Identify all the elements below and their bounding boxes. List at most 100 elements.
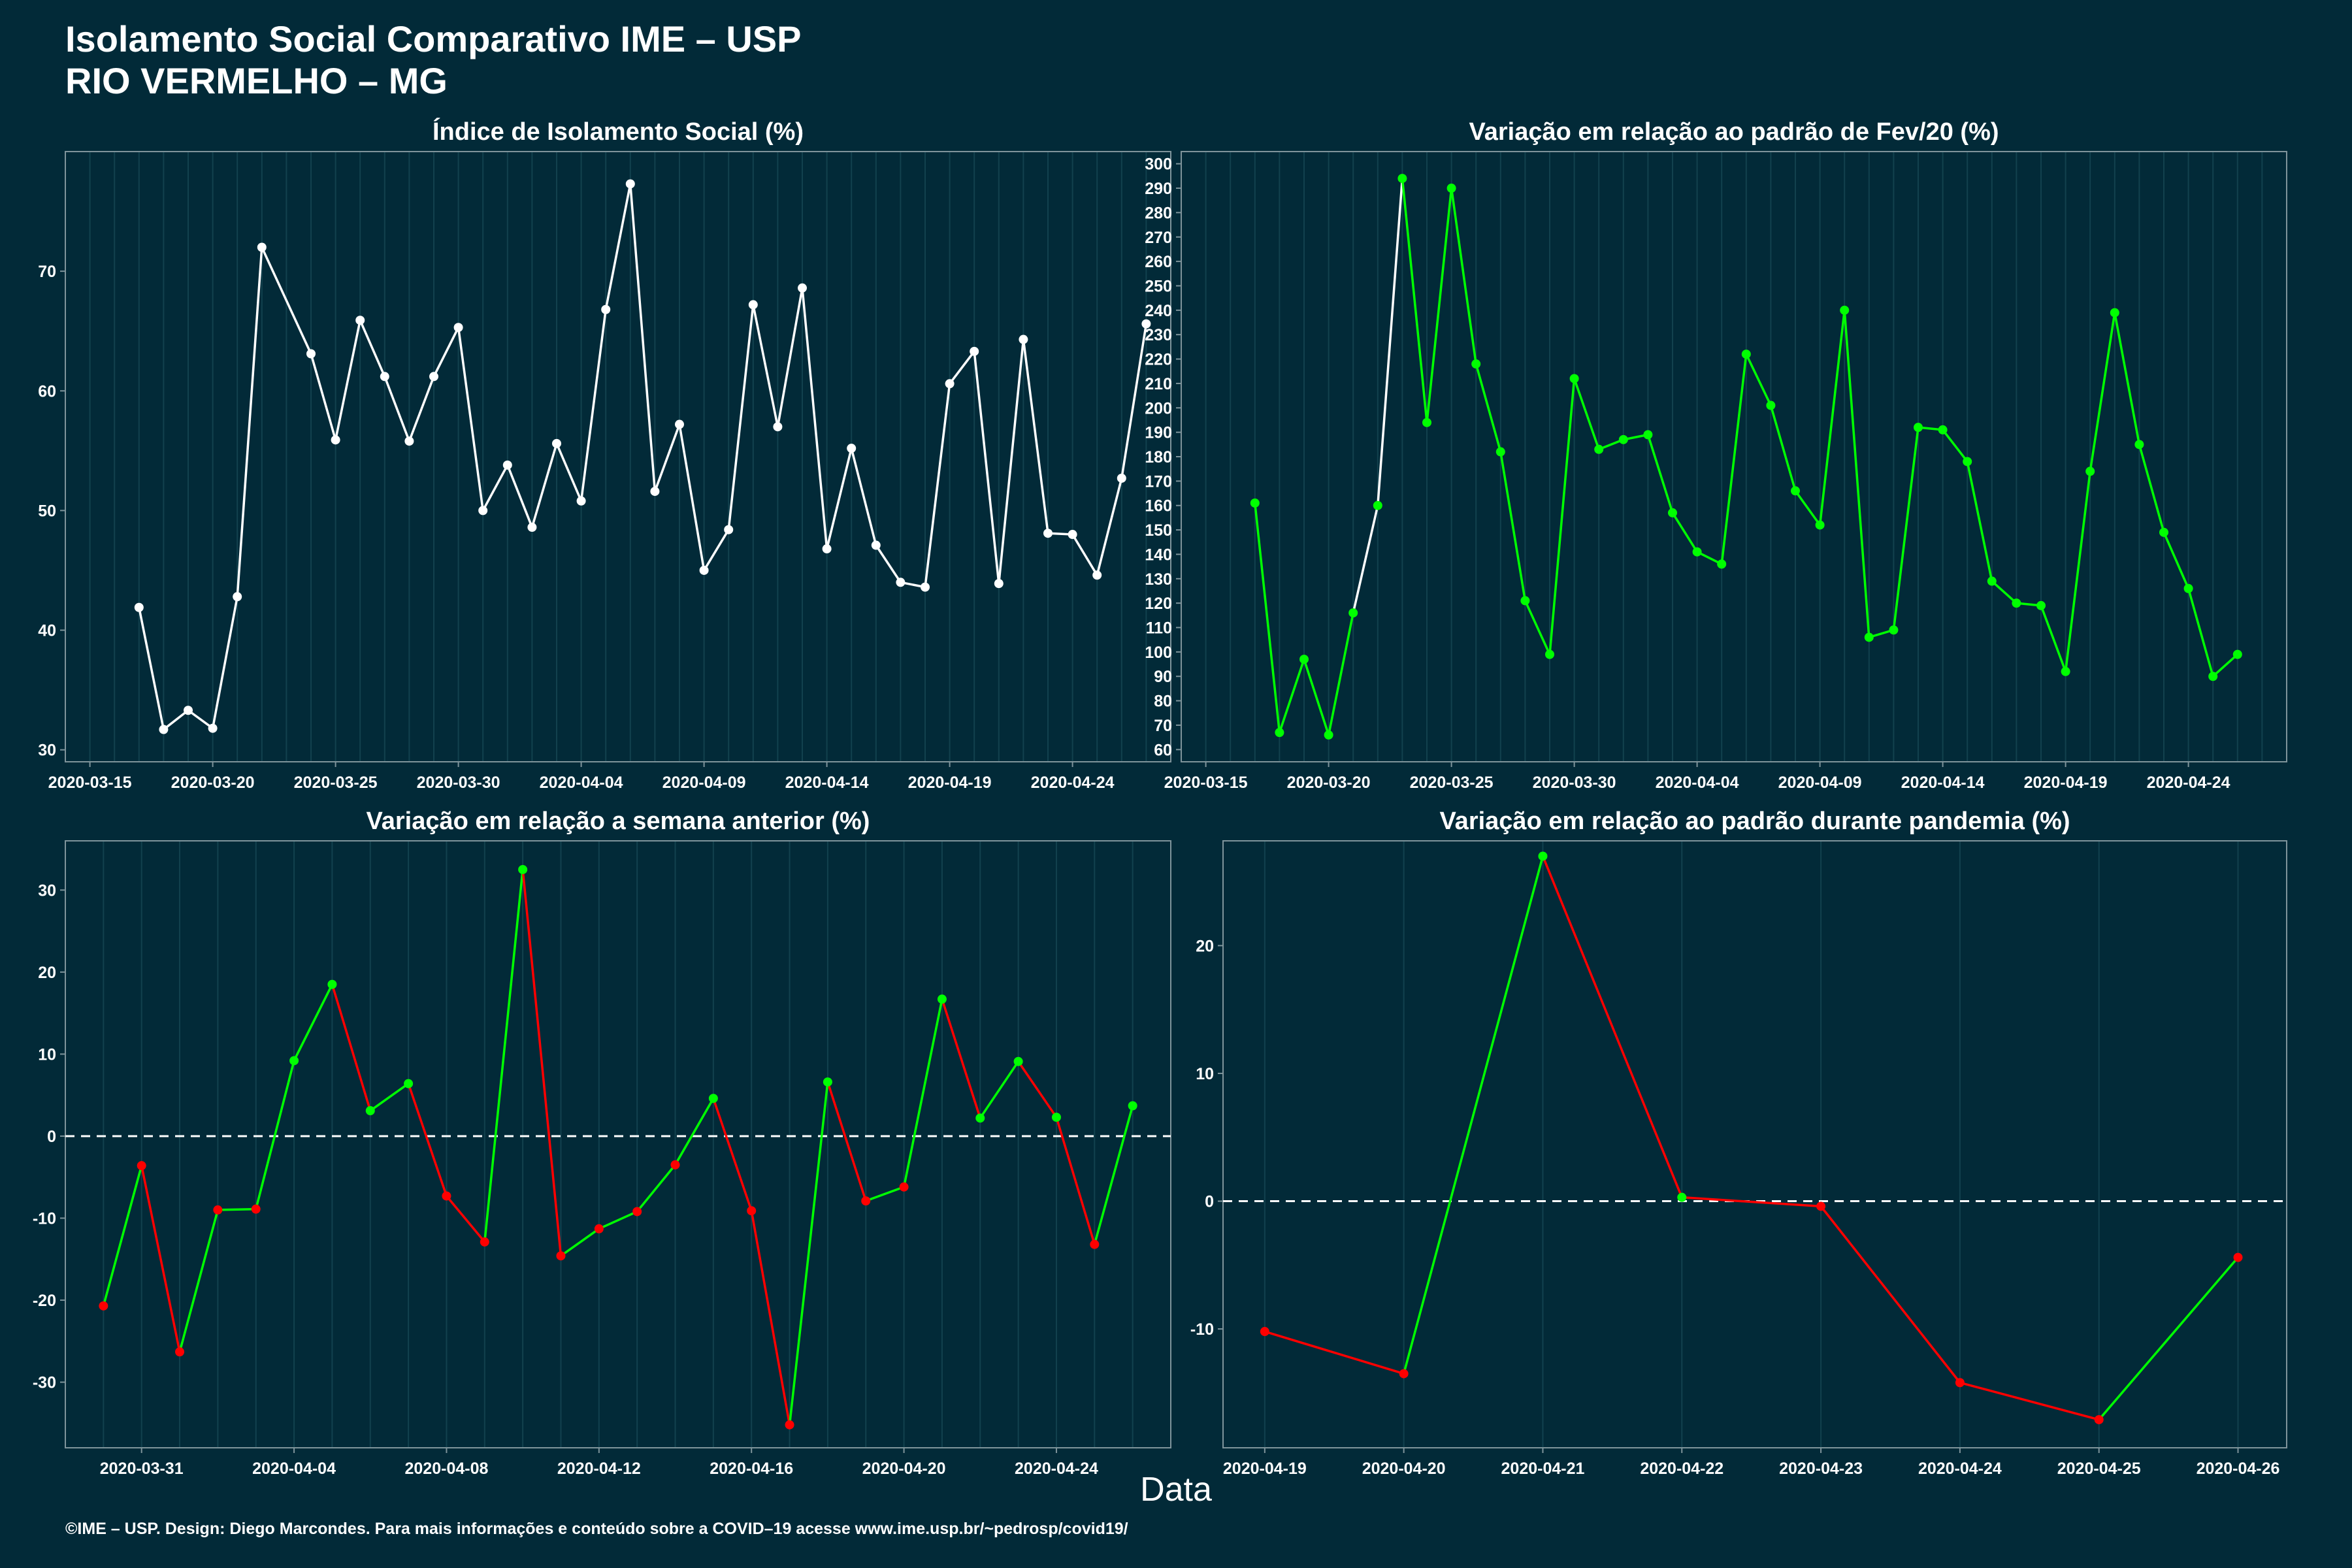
series-segment — [1548, 378, 1576, 655]
data-point — [134, 602, 144, 612]
data-point — [1987, 576, 1997, 586]
y-tick-label: 210 — [1145, 375, 1172, 393]
series-segment — [1278, 659, 1305, 733]
series-segment — [384, 376, 411, 442]
data-point — [331, 435, 340, 445]
data-point — [650, 487, 660, 497]
x-tick-label: 2020-04-04 — [1656, 774, 1739, 792]
panel-title-2: Variação em relação ao padrão de Fev/20 … — [1469, 118, 1999, 146]
series-segment — [1942, 429, 1968, 463]
series-segment — [752, 304, 779, 427]
data-point — [1791, 486, 1800, 496]
series-segment — [801, 287, 828, 549]
y-tick-label: 10 — [38, 1045, 56, 1064]
series-segment — [902, 998, 943, 1188]
data-point — [355, 316, 365, 325]
series-segment — [446, 1195, 486, 1243]
title-line-1: Isolamento Social Comparativo IME – USP — [65, 18, 802, 59]
series-segment — [941, 998, 981, 1119]
data-point — [670, 1160, 680, 1169]
x-tick-label: 2020-03-31 — [100, 1460, 184, 1478]
panel-frame-4 — [1222, 840, 2287, 1448]
data-point — [632, 1207, 642, 1217]
series-segment — [560, 1228, 600, 1257]
data-point — [699, 565, 709, 575]
data-point — [213, 1205, 223, 1215]
series-segment — [2212, 653, 2238, 678]
x-tick-label: 2020-04-14 — [1901, 774, 1985, 792]
data-point — [404, 436, 414, 446]
series-segment — [1377, 178, 1404, 506]
x-tick-label: 2020-04-24 — [1031, 774, 1115, 792]
series-segment — [236, 247, 263, 597]
x-tick-label: 2020-04-22 — [1640, 1460, 1723, 1478]
y-tick-label: 260 — [1145, 253, 1172, 271]
series-segment — [776, 287, 804, 427]
series-segment — [2138, 444, 2165, 533]
data-point — [1348, 608, 1358, 618]
series-segment — [1646, 434, 1674, 514]
series-segment — [629, 184, 657, 492]
data-point — [1677, 1192, 1687, 1202]
data-point — [556, 1251, 566, 1261]
data-point — [365, 1106, 375, 1116]
data-point — [1741, 350, 1751, 359]
series-segment — [924, 384, 951, 587]
data-point — [1914, 423, 1923, 433]
series-segment — [1818, 310, 1846, 525]
series-segment — [178, 1209, 220, 1352]
series-segment — [2064, 471, 2091, 672]
data-point — [478, 506, 488, 515]
data-point — [1019, 335, 1028, 344]
series-segment — [674, 1098, 715, 1166]
series-segment — [261, 246, 312, 355]
series-segment — [712, 1098, 753, 1211]
data-point — [798, 283, 807, 293]
series-segment — [850, 448, 877, 546]
series-segment — [580, 309, 607, 501]
series-segment — [727, 304, 755, 530]
series-segment — [408, 376, 435, 442]
data-point — [1538, 851, 1548, 861]
data-point — [1422, 417, 1431, 427]
data-point — [1051, 1113, 1061, 1122]
data-point — [994, 579, 1004, 589]
data-point — [2085, 466, 2095, 476]
data-point — [576, 496, 586, 506]
data-point — [2036, 600, 2046, 610]
data-point — [708, 1094, 718, 1103]
series-segment — [506, 465, 534, 528]
data-point — [1399, 1369, 1409, 1379]
data-point — [1141, 319, 1151, 329]
x-tick-label: 2020-03-20 — [171, 774, 255, 792]
series-segment — [1017, 1060, 1058, 1119]
data-point — [2012, 598, 2021, 608]
series-segment — [1254, 502, 1281, 733]
data-point — [1963, 457, 1972, 466]
series-segment — [1401, 178, 1428, 423]
x-tick-label: 2020-04-19 — [908, 774, 992, 792]
series-segment — [1794, 490, 1821, 526]
series-segment — [1303, 659, 1330, 736]
series-segment — [865, 1186, 905, 1202]
y-tick-label: 290 — [1145, 180, 1172, 198]
panel-frame-3 — [65, 840, 1171, 1448]
series-segment — [1022, 339, 1049, 534]
panel-title-3: Variação em relação a semana anterior (%… — [367, 808, 870, 835]
data-point — [137, 1161, 146, 1171]
x-tick-label: 2020-04-04 — [540, 774, 623, 792]
series-segment — [1573, 378, 1600, 450]
y-tick-label: 20 — [1196, 937, 1214, 955]
x-tick-label: 2020-04-12 — [557, 1460, 641, 1478]
series-segment — [331, 984, 372, 1111]
x-tick-label: 2020-03-20 — [1287, 774, 1371, 792]
y-tick-label: -20 — [33, 1292, 56, 1310]
data-point — [1397, 174, 1407, 184]
main-title: Isolamento Social Comparativo IME – USP … — [65, 18, 802, 102]
y-tick-label: -10 — [1190, 1320, 1214, 1339]
data-point — [480, 1237, 489, 1247]
data-point — [2134, 440, 2144, 449]
y-tick-label: 40 — [38, 622, 56, 640]
y-tick-label: 10 — [1196, 1065, 1214, 1083]
data-point — [1275, 728, 1284, 738]
